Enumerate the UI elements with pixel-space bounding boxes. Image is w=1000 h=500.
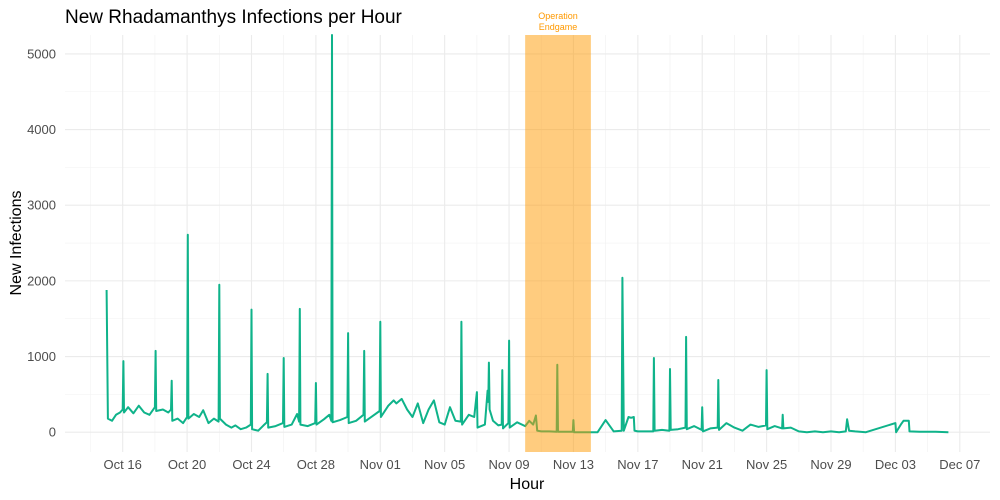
x-tick-label: Nov 25 xyxy=(746,457,787,472)
chart-title: New Rhadamanthys Infections per Hour xyxy=(65,7,403,28)
y-tick-label: 2000 xyxy=(27,273,56,288)
x-tick-label: Oct 24 xyxy=(232,457,270,472)
x-tick-label: Dec 07 xyxy=(939,457,980,472)
y-tick-label: 5000 xyxy=(27,46,56,61)
y-tick-label: 4000 xyxy=(27,122,56,137)
x-tick-label: Nov 09 xyxy=(488,457,529,472)
y-axis-ticks: 0 1000 2000 3000 4000 5000 xyxy=(27,46,56,439)
x-axis-ticks: Oct 16 Oct 20 Oct 24 Oct 28 Nov 01 Nov 05 Nov … xyxy=(104,457,981,472)
x-tick-label: Dec 03 xyxy=(875,457,916,472)
y-tick-label: 0 xyxy=(49,425,56,440)
series-line xyxy=(105,34,949,434)
annotation-label-line1: Operation xyxy=(538,11,578,21)
annotation-label-line2: Endgame xyxy=(539,22,578,32)
x-tick-label: Nov 01 xyxy=(360,457,401,472)
x-tick-label: Nov 05 xyxy=(424,457,465,472)
x-tick-label: Oct 28 xyxy=(297,457,335,472)
x-tick-label: Nov 13 xyxy=(553,457,594,472)
x-tick-label: Oct 16 xyxy=(104,457,142,472)
y-tick-label: 3000 xyxy=(27,198,56,213)
x-tick-label: Nov 21 xyxy=(682,457,723,472)
x-axis-title: Hour xyxy=(510,476,545,493)
y-tick-label: 1000 xyxy=(27,349,56,364)
y-axis-title: New Infections xyxy=(8,191,25,296)
x-tick-label: Oct 20 xyxy=(168,457,206,472)
x-tick-label: Nov 29 xyxy=(810,457,851,472)
x-tick-label: Nov 17 xyxy=(617,457,658,472)
operation-endgame-band xyxy=(525,35,591,452)
